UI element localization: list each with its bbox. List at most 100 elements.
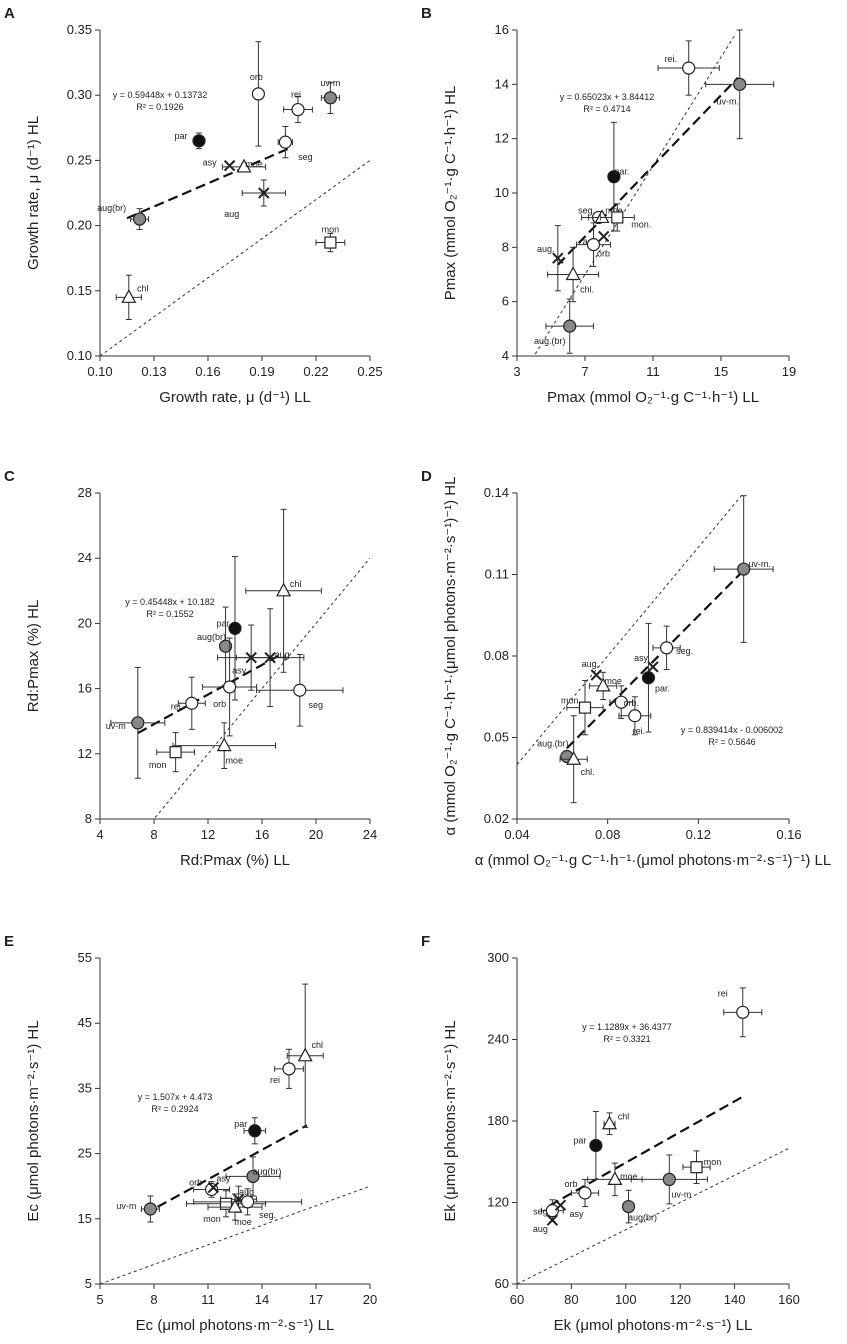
point-label: chl	[311, 1040, 323, 1050]
panel-d: D 0.04 0.08 0.12 0.16 0.02 0.05 0.08 0.11 0.14 α (…	[421, 468, 831, 869]
data-marker	[236, 158, 252, 173]
x-tick-label: 3	[513, 364, 520, 379]
x-tick-label: 0.04	[504, 827, 529, 842]
point-par: par	[216, 556, 242, 701]
data-marker	[628, 709, 642, 723]
point-chl-: chl.	[559, 715, 595, 804]
x-tick-label: 4	[96, 827, 103, 842]
x-tick-label: 8	[150, 1292, 157, 1307]
point-aug-br-: aug(br)	[97, 203, 150, 231]
x-tick-label: 24	[363, 827, 377, 842]
x-tick-label: 20	[363, 1292, 377, 1307]
data-marker	[131, 716, 145, 730]
x-axis-title: Ek (μmol photons·m⁻²·s⁻¹) LL	[554, 1317, 753, 1334]
y-tick-label: 24	[78, 550, 92, 565]
point-chl: chl	[286, 983, 324, 1129]
data-marker	[595, 677, 611, 692]
x-tick-label: 100	[615, 1292, 637, 1307]
point-uv-m-: uv-m.	[713, 495, 774, 643]
data-marker	[601, 1115, 617, 1130]
r-squared: R² = 0.4714	[583, 104, 630, 114]
panel-letter: D	[421, 468, 432, 485]
y-tick-label: 60	[495, 1276, 509, 1291]
data-marker	[218, 639, 233, 653]
y-tick-label: 0.02	[484, 811, 509, 826]
identity-line	[517, 1147, 789, 1284]
point-par: par	[174, 131, 206, 150]
x-tick-label: 0.13	[141, 364, 166, 379]
point-label: rei	[718, 988, 728, 998]
point-label: asy	[232, 666, 247, 676]
regression-equation: y = 1.1289x + 36.4377	[582, 1022, 672, 1032]
panel-letter: E	[4, 933, 14, 950]
y-tick-label: 10	[495, 185, 509, 200]
point-aug-br-: aug(br)	[197, 606, 233, 686]
r-squared: R² = 0.3321	[603, 1034, 650, 1044]
point-mon-: mon.	[599, 203, 651, 232]
point-orb: orb	[564, 1178, 600, 1208]
point-label: seg	[533, 1207, 548, 1217]
point-label: moe	[234, 1217, 252, 1227]
y-tick-label: 180	[487, 1113, 509, 1128]
y-tick-label: 0.35	[67, 22, 92, 37]
point-label: orb	[189, 1177, 202, 1187]
y-axis-title: Pmax (mmol O₂⁻¹·g C⁻¹·h⁻¹) HL	[442, 86, 459, 301]
y-tick-label: 45	[78, 1015, 92, 1030]
panel-letter: F	[421, 933, 430, 950]
point-label: par	[234, 1119, 247, 1129]
point-label: aug.	[582, 659, 600, 669]
point-label: seg.	[578, 205, 595, 215]
point-asy: asy	[634, 653, 659, 673]
data-marker	[736, 1005, 750, 1019]
point-mon: mon	[315, 225, 346, 253]
point-label: moe	[604, 676, 622, 686]
x-axis-title: α (mmol O₂⁻¹·g C⁻¹·h⁻¹·(μmol photons·m⁻²…	[475, 852, 831, 869]
point-mon: mon	[682, 1150, 721, 1184]
point-label: chl.	[580, 285, 594, 295]
data-marker	[227, 1198, 243, 1213]
data-marker	[594, 209, 610, 224]
y-tick-label: 12	[495, 131, 509, 146]
point-label: mon.	[631, 219, 651, 229]
data-marker	[621, 1199, 636, 1214]
y-tick-label: 25	[78, 1146, 92, 1161]
x-tick-label: 120	[669, 1292, 691, 1307]
panel-letter: B	[421, 5, 432, 22]
point-chl: chl	[601, 1112, 629, 1136]
point-label: aug	[224, 209, 239, 219]
data-marker	[223, 159, 236, 172]
point-label: seg	[309, 700, 324, 710]
point-rei: rei	[171, 676, 206, 730]
point-rei: rei	[718, 987, 763, 1038]
point-seg-: seg.	[652, 625, 693, 671]
point-label: aug(br)	[628, 1213, 657, 1223]
point-label: moe	[605, 205, 623, 215]
point-seg-: seg.	[193, 1188, 303, 1220]
data-marker	[323, 91, 337, 105]
y-axis-title: Rd:Pmax (%) HL	[25, 600, 42, 713]
regression-line	[566, 569, 745, 750]
data-marker	[614, 695, 628, 709]
point-label: rei	[270, 1075, 280, 1085]
data-marker	[682, 61, 696, 75]
point-aug-br-: aug(br)	[225, 1156, 282, 1197]
point-moe: moe	[589, 671, 622, 700]
data-marker	[216, 737, 232, 752]
data-marker	[246, 1169, 260, 1184]
y-tick-label: 0.14	[484, 485, 509, 500]
regression-equation: y = 0.59448x + 0.13732	[113, 90, 208, 100]
x-tick-label: 17	[309, 1292, 323, 1307]
y-tick-label: 6	[502, 294, 509, 309]
point-label: uv-m	[671, 1189, 691, 1199]
y-tick-label: 0.05	[484, 730, 509, 745]
x-tick-label: 12	[201, 827, 215, 842]
point-seg: seg	[256, 653, 344, 727]
point-label: mon	[203, 1214, 221, 1224]
point-label: uv-m.	[748, 559, 771, 569]
y-tick-label: 28	[78, 485, 92, 500]
y-tick-label: 20	[78, 615, 92, 630]
point-label: aug	[533, 1224, 548, 1234]
data-marker	[554, 1199, 567, 1211]
point-rei: rei	[283, 90, 313, 124]
point-moe: moe	[172, 722, 276, 769]
